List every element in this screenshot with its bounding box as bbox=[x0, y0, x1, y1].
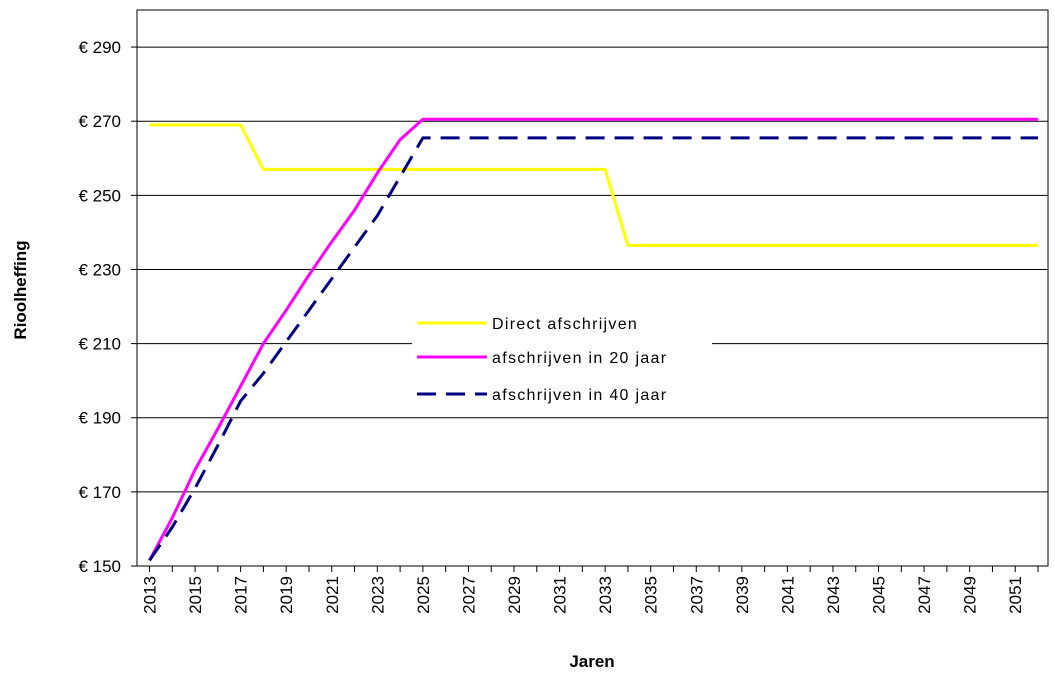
series-line-afschrijven-in-40-jaar bbox=[148, 136, 1038, 562]
legend-label: afschrijven in 20 jaar bbox=[492, 350, 667, 367]
legend-label: Direct afschrijven bbox=[492, 316, 638, 333]
y-tick-label: € 190 bbox=[78, 409, 121, 428]
x-tick-label: 2013 bbox=[141, 576, 160, 614]
plot-area-frame bbox=[136, 9, 1049, 567]
y-tick-label: € 210 bbox=[78, 335, 121, 354]
x-tick-label: 2035 bbox=[642, 576, 661, 614]
series-line-direct-afschrijven bbox=[149, 123, 1038, 247]
y-tick-label: € 230 bbox=[78, 260, 121, 279]
series-lines bbox=[148, 117, 1038, 562]
x-tick-label: 2049 bbox=[961, 576, 980, 614]
x-tick-label: 2033 bbox=[596, 576, 615, 614]
y-tick-label: € 290 bbox=[78, 38, 121, 57]
x-tick-label: 2051 bbox=[1006, 576, 1025, 614]
x-tick-label: 2039 bbox=[733, 576, 752, 614]
x-tick-label: 2043 bbox=[824, 576, 843, 614]
x-axis-label: Jaren bbox=[569, 652, 614, 671]
y-tick-label: € 170 bbox=[78, 483, 121, 502]
y-tick-label: € 270 bbox=[78, 112, 121, 131]
x-tick-label: 2023 bbox=[368, 576, 387, 614]
y-axis-label: Rioolheffing bbox=[11, 240, 30, 339]
x-tick-label: 2015 bbox=[186, 576, 205, 614]
y-tick-label: € 250 bbox=[78, 186, 121, 205]
x-tick-label: 2017 bbox=[232, 576, 251, 614]
x-tick-label: 2027 bbox=[459, 576, 478, 614]
series-line-afschrijven-in-20-jaar bbox=[148, 117, 1038, 562]
x-tick-label: 2019 bbox=[277, 576, 296, 614]
x-tick-label: 2031 bbox=[551, 576, 570, 614]
x-tick-label: 2041 bbox=[778, 576, 797, 614]
x-tick-label: 2021 bbox=[323, 576, 342, 614]
x-tick-label: 2045 bbox=[870, 576, 889, 614]
x-tick-label: 2047 bbox=[915, 576, 934, 614]
x-tick-label: 2029 bbox=[505, 576, 524, 614]
x-axis-ticks: 2013 2015 2017 2019 2021 2023 2025 2027 2029 2031… bbox=[141, 566, 1039, 614]
x-tick-label: 2037 bbox=[687, 576, 706, 614]
y-axis-ticks: € 150 € 170 € 190 € 210 € 230 € 250 € 270 € 290 bbox=[78, 38, 137, 576]
gridlines bbox=[137, 46, 1048, 567]
y-tick-label: € 150 bbox=[78, 557, 121, 576]
legend-label: afschrijven in 40 jaar bbox=[492, 387, 667, 404]
x-tick-label: 2025 bbox=[414, 576, 433, 614]
legend: Direct afschrijven afschrijven in 20 jaar… bbox=[412, 307, 712, 411]
